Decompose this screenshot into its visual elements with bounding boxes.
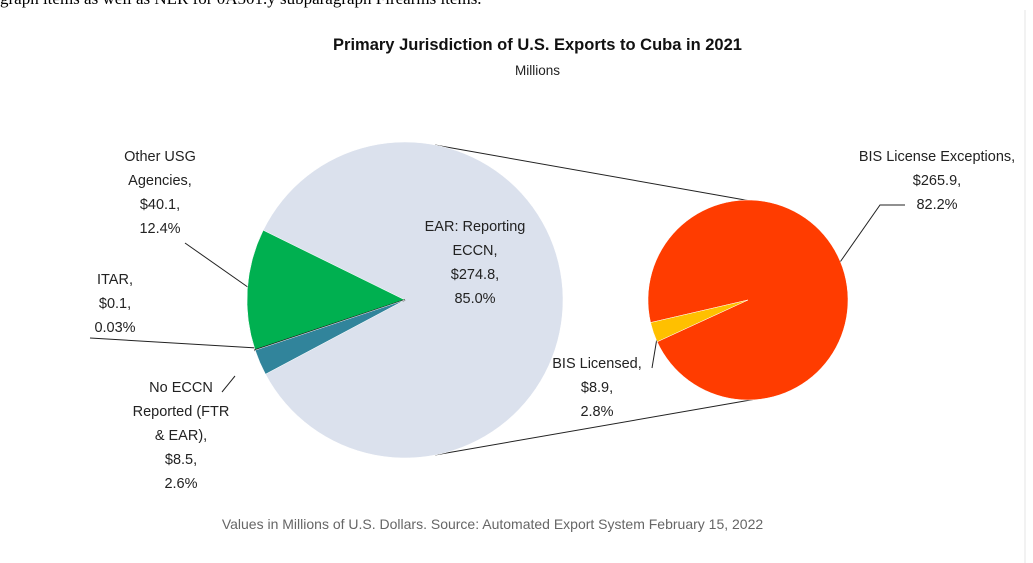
- label-name: ITAR,: [97, 272, 133, 288]
- page-text: graph items as well as NLR for 0A501.y s…: [0, 0, 482, 9]
- leader-line: [89, 337, 259, 349]
- data-label: Other USG Agencies, $40.1, 12.4%: [115, 145, 205, 241]
- label-name: No ECCN Reported (FTR & EAR),: [132, 380, 230, 444]
- label-value: $8.5,: [164, 452, 198, 468]
- label-value: $0.1,: [98, 296, 132, 312]
- label-value: 0.03%: [94, 320, 136, 336]
- label-name: BIS License Exceptions,: [858, 149, 1016, 165]
- data-label: EAR: Reporting ECCN, $274.8, 85.0%: [410, 215, 540, 311]
- label-value: $40.1,: [139, 197, 181, 213]
- label-value: 82.2%: [916, 197, 958, 213]
- leader-line: [184, 242, 253, 291]
- chart-subtitle: Millions: [514, 63, 560, 78]
- label-value: 12.4%: [139, 221, 181, 237]
- label-value: $8.9,: [580, 380, 614, 396]
- pie-slice: [246, 229, 406, 351]
- footnote: Values in Millions of U.S. Dollars. Sour…: [221, 516, 764, 532]
- chart-title: Primary Jurisdiction of U.S. Exports to …: [333, 36, 742, 54]
- label-value: $274.8,: [450, 267, 500, 283]
- leader-line: [221, 375, 236, 393]
- label-value: 2.8%: [580, 404, 614, 420]
- connector: [434, 144, 763, 204]
- data-label: ITAR, $0.1, 0.03%: [85, 268, 145, 340]
- leader-line: [837, 204, 905, 266]
- label-value: 2.6%: [164, 476, 198, 492]
- label-name: EAR: Reporting ECCN,: [424, 219, 526, 259]
- pie-slice: [650, 299, 749, 343]
- pie-slice: [262, 141, 564, 459]
- pie-slice: [254, 299, 406, 375]
- label-name: BIS Licensed,: [552, 356, 642, 372]
- data-label: No ECCN Reported (FTR & EAR), $8.5, 2.6%: [131, 376, 231, 496]
- connector: [434, 397, 763, 456]
- leader-line: [651, 337, 658, 369]
- data-label: BIS License Exceptions, $265.9, 82.2%: [827, 145, 1033, 217]
- data-label: BIS Licensed, $8.9, 2.8%: [537, 352, 657, 424]
- label-name: Other USG Agencies,: [124, 149, 196, 189]
- label-value: $265.9,: [912, 173, 962, 189]
- label-value: 85.0%: [454, 291, 496, 307]
